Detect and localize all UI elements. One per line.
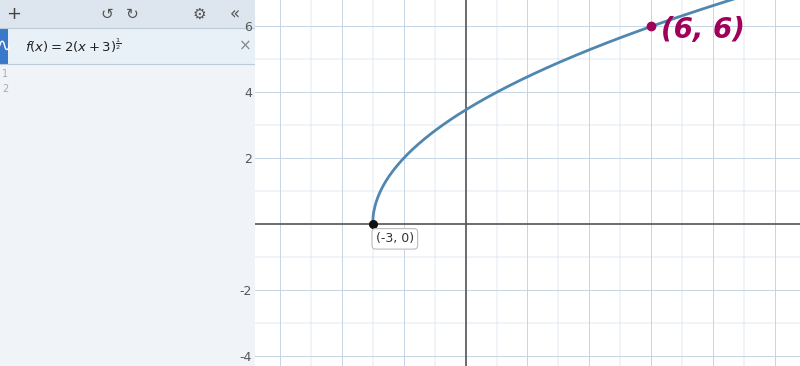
Text: 2: 2 <box>2 84 8 94</box>
Text: (6, 6): (6, 6) <box>661 16 745 44</box>
Bar <box>0 0 255 28</box>
Text: ↺: ↺ <box>101 7 114 22</box>
Text: ×: × <box>238 38 251 53</box>
Text: ∿: ∿ <box>0 37 11 55</box>
Bar <box>8 28 255 64</box>
Text: $f(x) = 2(x+3)^{\frac{1}{2}}$: $f(x) = 2(x+3)^{\frac{1}{2}}$ <box>25 37 122 55</box>
Bar <box>0 64 255 366</box>
Text: ⚙: ⚙ <box>192 7 206 22</box>
Text: +: + <box>6 5 22 23</box>
Text: (-3, 0): (-3, 0) <box>376 232 414 245</box>
Text: «: « <box>230 5 240 23</box>
Text: 1: 1 <box>2 69 8 79</box>
Text: ↻: ↻ <box>126 7 139 22</box>
Bar <box>0 28 8 64</box>
